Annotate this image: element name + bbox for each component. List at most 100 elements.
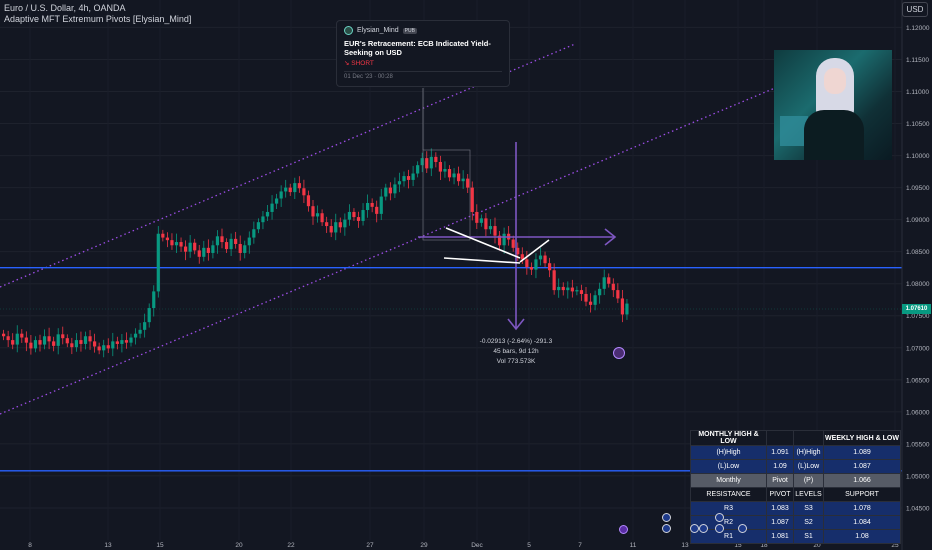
candle (588, 293, 593, 313)
candle-body (211, 245, 215, 253)
candle-body (11, 340, 15, 345)
x-tick-label: 15 (734, 542, 742, 549)
candle-body (143, 322, 147, 330)
candle (229, 233, 233, 257)
x-tick-label: 13 (104, 542, 112, 549)
channel-lower-line (0, 87, 776, 415)
candle-body (475, 211, 479, 223)
candle-body (434, 156, 438, 162)
candle-body (557, 286, 561, 291)
candle (466, 174, 470, 193)
candle-body (65, 338, 69, 344)
candle (538, 247, 543, 266)
candle (42, 329, 47, 350)
candle (211, 240, 215, 259)
candle (115, 336, 119, 350)
candle-body (338, 222, 342, 228)
candle-body (352, 211, 356, 218)
lightning-icon[interactable] (619, 525, 628, 534)
x-tick-label: 11 (630, 542, 637, 549)
candle (238, 235, 242, 261)
y-tick-label: 1.09000 (906, 217, 930, 224)
y-tick-label: 1.11000 (906, 89, 929, 96)
event-flag-icon[interactable] (738, 524, 747, 533)
candle (411, 165, 415, 187)
last-price-label: 1.07610 (902, 304, 931, 314)
candle-body (366, 202, 370, 211)
candle (388, 182, 392, 201)
candle-body (420, 158, 424, 166)
candle (625, 298, 629, 320)
idea-card[interactable]: Elysian_Mind PUB EUR's Retracement: ECB … (336, 20, 510, 87)
candle-body (20, 333, 24, 338)
candle-body (188, 242, 192, 252)
y-tick-label: 1.10500 (906, 121, 930, 128)
event-flag-icon[interactable] (662, 524, 671, 533)
idea-author[interactable]: Elysian_Mind (357, 27, 399, 34)
candle-body (234, 238, 238, 244)
candle (425, 151, 429, 173)
event-flag-icon[interactable] (699, 524, 708, 533)
x-tick-label: 7 (578, 542, 582, 549)
candle (593, 290, 597, 311)
x-tick-label: 20 (813, 542, 821, 549)
candle (566, 281, 570, 299)
idea-marker-icon[interactable] (613, 347, 625, 359)
table-cell (766, 430, 794, 446)
candle-body (147, 308, 151, 323)
candle (6, 330, 10, 348)
candle (147, 303, 151, 328)
candle (56, 328, 60, 355)
candle-body (584, 293, 588, 302)
candle-body (397, 181, 402, 185)
candle-body (384, 187, 388, 197)
candle (361, 203, 365, 226)
candle (275, 193, 279, 210)
event-flag-icon[interactable] (715, 524, 724, 533)
wedge-line-lower (443, 257, 521, 264)
candle (457, 166, 461, 186)
candle (416, 161, 420, 178)
candle-body (133, 333, 138, 338)
event-flag-icon[interactable] (662, 513, 671, 522)
candle (220, 228, 224, 249)
candle-body (124, 340, 129, 343)
event-flag-icon[interactable] (715, 513, 724, 522)
table-cell: 1.089 (823, 445, 901, 460)
candle-body (179, 242, 183, 247)
table-row: (H)High 1.091 (H)High 1.089 (690, 445, 901, 460)
y-tick-label: 1.06000 (906, 409, 930, 416)
candle-body (538, 255, 543, 260)
candle (329, 219, 333, 238)
candle (88, 330, 92, 350)
candle (561, 282, 565, 296)
y-tick-label: 1.04500 (906, 505, 930, 512)
candle-body (152, 291, 156, 309)
candle (557, 278, 561, 298)
candle (65, 334, 69, 348)
table-row: MONTHLY HIGH & LOW WEEKLY HIGH & LOW (690, 430, 901, 446)
candle (234, 231, 238, 249)
candle (61, 326, 65, 345)
candle-body (334, 222, 338, 233)
candle (38, 334, 42, 352)
candle (74, 333, 78, 352)
candle-body (493, 226, 497, 236)
time-axis: 8 13 15 20 22 27 29 Dec 5 7 11 13 15 18 20 25 (28, 542, 899, 549)
candle-body (484, 218, 488, 230)
candle (502, 227, 506, 254)
x-tick-label: 27 (366, 542, 374, 549)
candle-body (102, 345, 106, 351)
date-range-box (422, 149, 471, 241)
candle-body (479, 218, 483, 223)
event-flag-icon[interactable] (690, 524, 699, 533)
candle-body (529, 267, 533, 270)
currency-button[interactable]: USD (902, 2, 928, 17)
candle (584, 287, 588, 307)
candle (79, 331, 83, 352)
candle-body (165, 237, 169, 241)
y-tick-label: 1.09500 (906, 185, 930, 192)
idea-title[interactable]: EUR's Retracement: ECB Indicated Yield-S… (344, 39, 491, 57)
candle (493, 217, 497, 244)
candle (93, 333, 97, 353)
